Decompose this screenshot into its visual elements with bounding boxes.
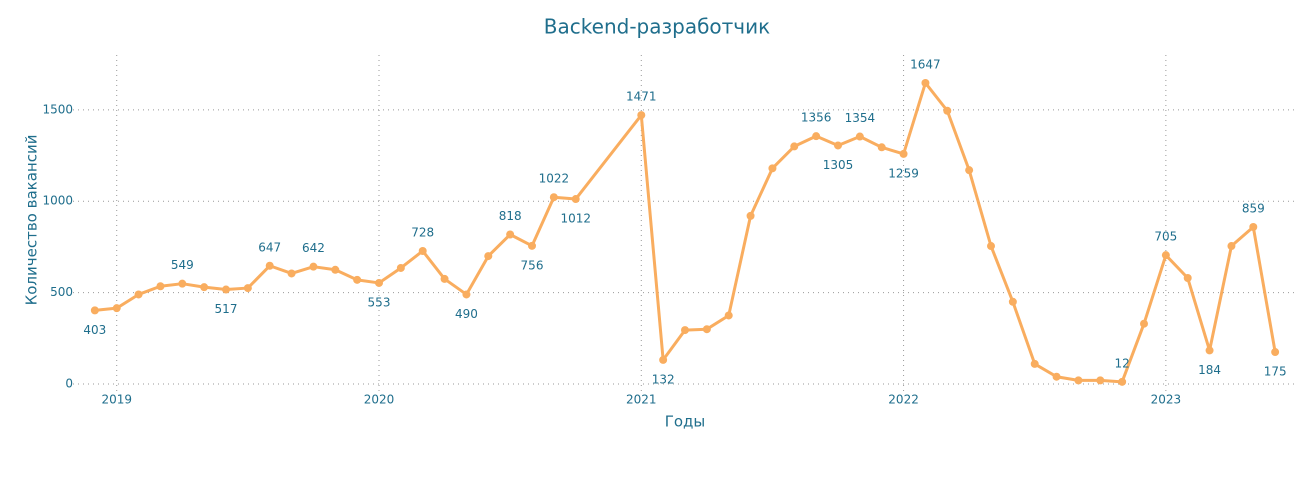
point <box>287 269 296 278</box>
point <box>90 306 99 315</box>
point <box>462 290 471 299</box>
point <box>965 166 974 175</box>
data-label: 553 <box>368 295 391 309</box>
point <box>637 111 646 120</box>
point <box>812 132 821 141</box>
data-label: 132 <box>652 372 675 386</box>
data-label: 756 <box>521 258 544 272</box>
point <box>134 290 143 299</box>
point <box>1030 359 1039 368</box>
point <box>156 282 165 291</box>
data-label: 184 <box>1198 363 1221 377</box>
y-tick-label: 0 <box>65 377 73 391</box>
point <box>506 230 515 239</box>
point <box>987 242 995 251</box>
data-label: 642 <box>302 241 325 255</box>
data-label: 728 <box>411 225 434 239</box>
point <box>681 326 689 335</box>
point <box>440 274 449 283</box>
y-axis-title: Количество вакансий <box>23 135 41 306</box>
data-label: 647 <box>258 240 281 254</box>
point <box>243 284 252 293</box>
x-tick-label: 2022 <box>888 393 919 407</box>
point <box>1118 377 1127 386</box>
point <box>855 132 864 141</box>
point <box>834 141 842 150</box>
data-label: 12 <box>1115 356 1130 370</box>
point <box>790 142 799 151</box>
point <box>877 143 886 152</box>
point <box>178 279 187 288</box>
data-label: 403 <box>83 323 106 337</box>
data-label: 1354 <box>845 111 876 125</box>
data-label: 1471 <box>626 90 657 104</box>
data-label: 490 <box>455 307 478 321</box>
data-label: 1022 <box>539 172 570 186</box>
point <box>1008 297 1017 306</box>
point <box>265 261 274 270</box>
point <box>396 263 405 272</box>
point <box>1140 319 1148 328</box>
data-label: 1012 <box>560 212 591 226</box>
point <box>549 193 558 202</box>
data-label: 1647 <box>910 57 941 71</box>
point <box>1271 348 1280 357</box>
data-label: 175 <box>1264 365 1287 379</box>
point <box>724 311 733 320</box>
point <box>200 283 209 292</box>
x-tick-label: 2023 <box>1151 393 1182 407</box>
data-label: 1305 <box>823 158 854 172</box>
point <box>899 149 908 158</box>
point <box>1249 223 1258 232</box>
point <box>659 355 668 364</box>
data-label: 859 <box>1242 202 1265 216</box>
y-tick-label: 500 <box>50 285 73 299</box>
point <box>1074 376 1083 385</box>
point <box>353 275 362 284</box>
point <box>571 195 580 204</box>
data-label: 705 <box>1154 230 1177 244</box>
point <box>331 265 340 274</box>
point <box>746 211 755 220</box>
point <box>943 106 952 115</box>
point <box>418 246 427 255</box>
point <box>768 164 777 173</box>
x-axis-title: Годы <box>665 413 706 431</box>
point <box>1183 274 1192 283</box>
data-label: 1259 <box>888 166 919 180</box>
y-tick-label: 1500 <box>42 102 73 116</box>
data-label: 1356 <box>801 111 832 125</box>
x-tick-label: 2021 <box>626 393 657 407</box>
data-label: 549 <box>171 258 194 272</box>
point <box>1205 346 1214 355</box>
data-label: 818 <box>499 209 522 223</box>
point <box>528 241 536 250</box>
point <box>702 325 711 334</box>
point <box>375 278 383 287</box>
point <box>309 262 318 271</box>
x-tick-label: 2020 <box>364 393 395 407</box>
y-tick-label: 1000 <box>42 194 73 208</box>
line <box>94 81 1277 384</box>
x-tick-label: 2019 <box>101 393 132 407</box>
data-label: 517 <box>215 302 238 316</box>
point <box>921 78 930 87</box>
point <box>1096 376 1105 385</box>
point <box>1227 242 1236 251</box>
point <box>1052 372 1061 381</box>
point <box>1161 251 1170 260</box>
point <box>112 304 121 313</box>
chart-title: Backend-разработчик <box>544 15 770 39</box>
point <box>484 252 493 261</box>
point <box>222 285 230 294</box>
